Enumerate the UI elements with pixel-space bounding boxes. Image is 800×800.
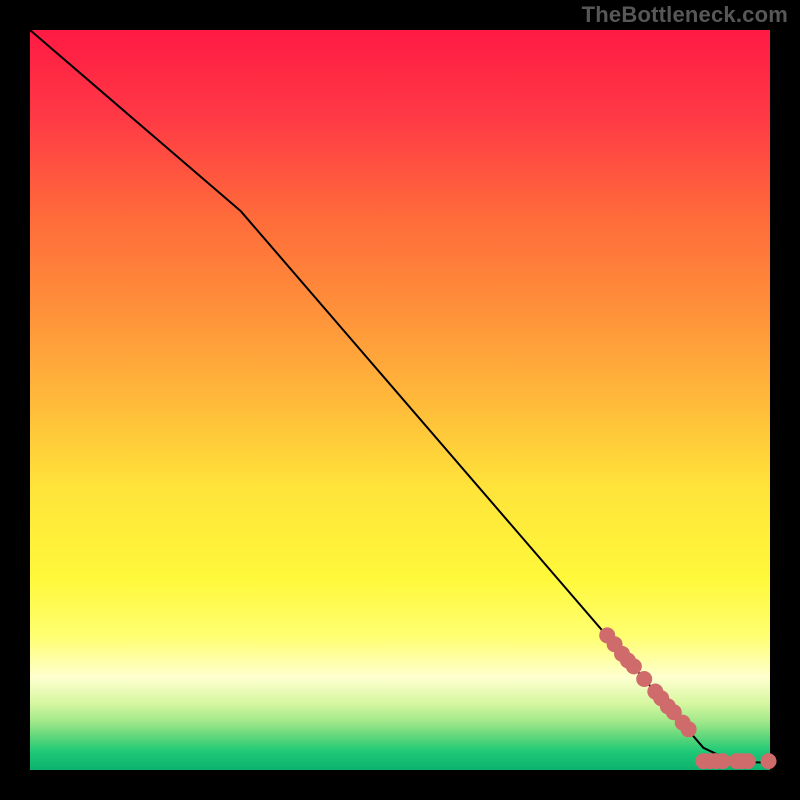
data-marker	[740, 753, 756, 769]
data-marker	[681, 721, 697, 737]
data-marker	[626, 658, 642, 674]
data-marker	[715, 753, 731, 769]
data-marker	[761, 753, 777, 769]
plot-background-gradient	[30, 30, 770, 770]
bottleneck-chart	[0, 0, 800, 800]
data-marker	[636, 671, 652, 687]
